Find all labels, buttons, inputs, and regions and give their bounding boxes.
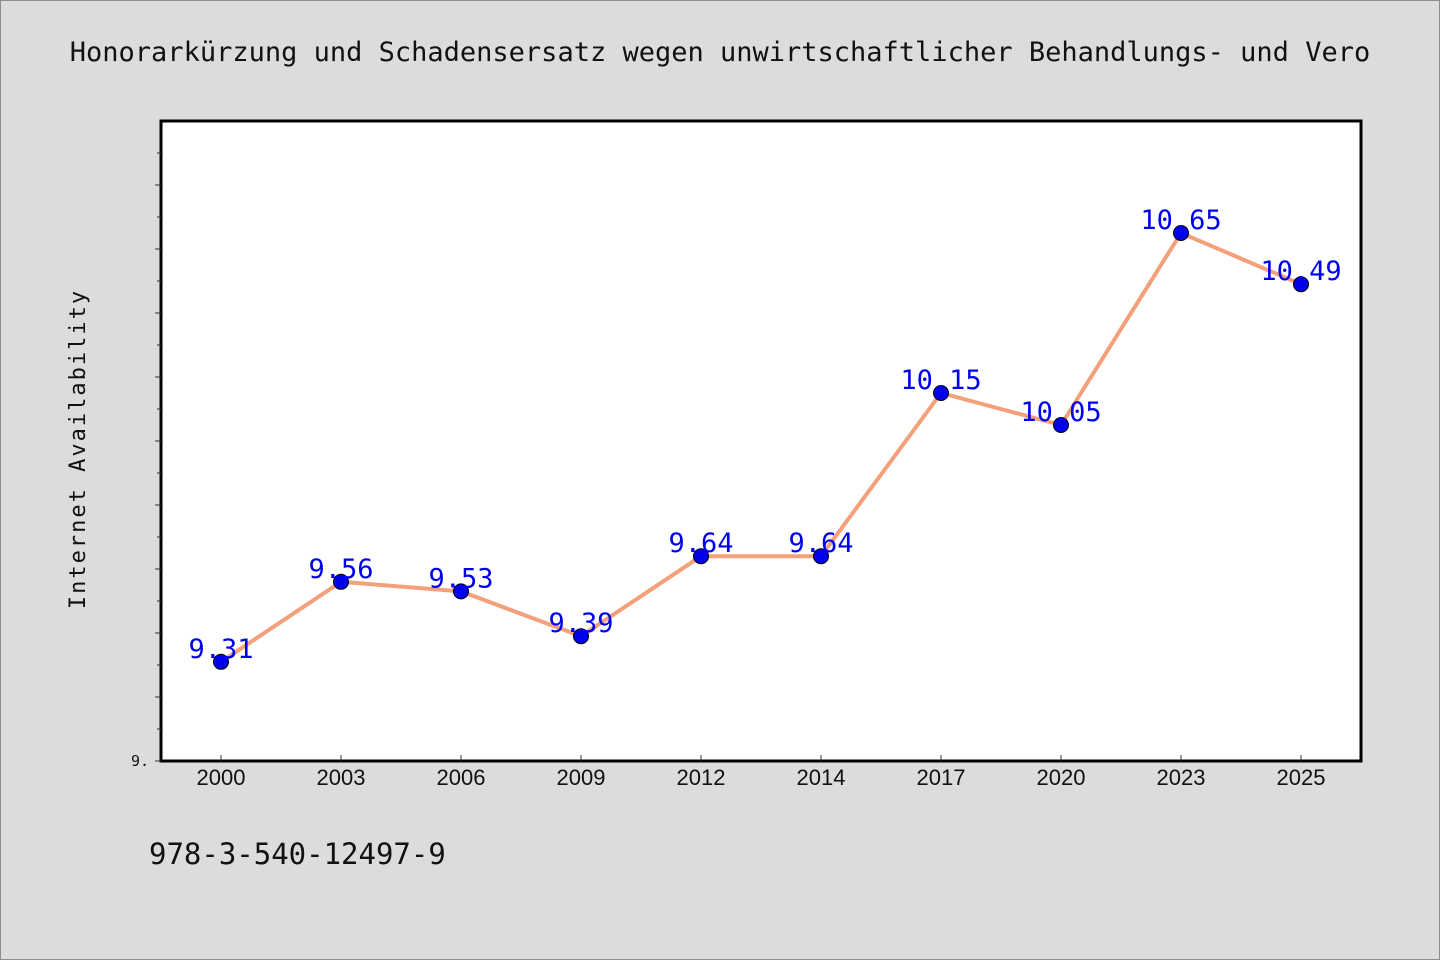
x-tick-label-2012: 2012 (677, 765, 726, 790)
chart-title: Honorarkürzung und Schadensersatz wegen … (69, 37, 1371, 68)
footer-isbn: 978-3-540-12497-9 (149, 837, 446, 871)
data-label-2003: 9.56 (308, 554, 373, 585)
series-line (219, 231, 1303, 664)
data-point-2025 (1293, 276, 1309, 293)
data-point-2017 (933, 385, 949, 401)
data-label-2012: 9.64 (668, 528, 733, 559)
data-label-2020: 10.05 (1020, 397, 1101, 428)
data-point-2020 (1053, 417, 1069, 433)
x-tick-label-2020: 2020 (1037, 765, 1086, 790)
data-label-2023: 10.65 (1140, 205, 1221, 236)
x-tick-label-2023: 2023 (1157, 765, 1206, 790)
data-label-2006: 9.53 (428, 563, 493, 594)
data-point-2012 (693, 548, 709, 565)
y-axis-label: Internet Availability (66, 289, 91, 609)
data-point-2014 (813, 548, 829, 565)
x-tick-label-2025: 2025 (1277, 765, 1326, 790)
plot-area (159, 119, 1363, 763)
data-label-2009: 9.39 (548, 608, 613, 639)
data-point-2009 (573, 628, 589, 645)
x-tick-label-2006: 2006 (437, 765, 486, 790)
data-point-2000 (213, 653, 229, 670)
data-label-2014: 9.64 (788, 528, 853, 559)
x-tick-label-2017: 2017 (917, 765, 966, 790)
x-tick-label-2009: 2009 (557, 765, 606, 790)
x-tick-label-2000: 2000 (197, 765, 246, 790)
x-tick-label-2003: 2003 (317, 765, 366, 790)
x-tick-label-2014: 2014 (797, 765, 846, 790)
data-label-2025: 10.49 (1260, 256, 1341, 287)
data-label-2000: 9.31 (188, 634, 253, 665)
data-point-2003 (333, 573, 349, 590)
data-point-2006 (453, 583, 469, 600)
y-tick-label: 9. (131, 752, 149, 770)
data-point-2023 (1173, 225, 1189, 241)
data-label-2017: 10.15 (900, 365, 981, 396)
